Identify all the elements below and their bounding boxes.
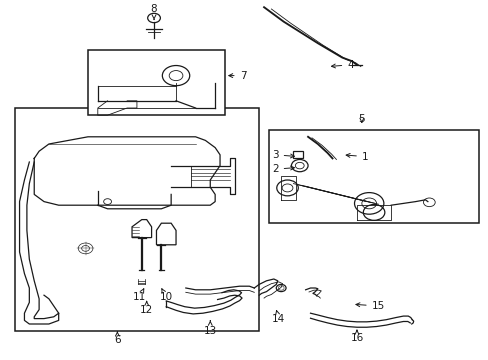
Text: 1: 1 — [346, 152, 368, 162]
Text: 7: 7 — [228, 71, 246, 81]
Text: 6: 6 — [114, 332, 121, 345]
Text: 4: 4 — [331, 60, 353, 70]
Text: 5: 5 — [358, 114, 365, 124]
Text: 9: 9 — [93, 65, 113, 75]
Bar — [15, 108, 259, 331]
Text: 2: 2 — [271, 164, 294, 174]
Text: 13: 13 — [203, 321, 217, 336]
Text: 14: 14 — [271, 310, 285, 324]
Bar — [293, 151, 303, 158]
Bar — [88, 50, 224, 115]
Text: 16: 16 — [349, 330, 363, 343]
Text: 12: 12 — [140, 301, 153, 315]
Bar — [268, 130, 478, 223]
Text: 15: 15 — [355, 301, 384, 311]
Text: 10: 10 — [160, 289, 172, 302]
Text: 8: 8 — [150, 4, 157, 19]
Text: 11: 11 — [132, 289, 146, 302]
Text: 3: 3 — [271, 150, 294, 160]
